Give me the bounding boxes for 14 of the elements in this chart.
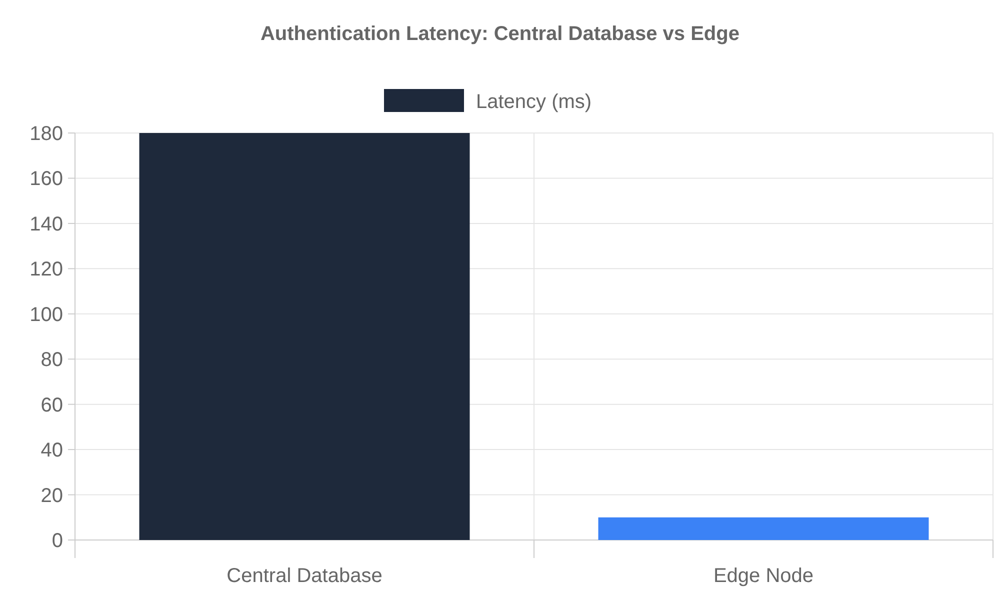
x-tick-label: Central Database	[226, 565, 382, 587]
chart-title: Authentication Latency: Central Database vs Edge	[260, 23, 740, 45]
x-tick-label: Edge Node	[713, 565, 814, 587]
legend-label: Latency (ms)	[476, 91, 592, 113]
y-tick-label: 20	[40, 484, 63, 507]
y-tick-label: 0	[52, 530, 63, 552]
y-tick-label: 120	[30, 258, 63, 281]
y-tick-label: 40	[40, 440, 63, 462]
y-tick-label: 140	[30, 213, 63, 236]
y-tick-label: 160	[30, 168, 63, 190]
y-tick-label: 80	[40, 349, 63, 372]
y-tick-label: 60	[40, 394, 63, 416]
y-tick-label: 100	[30, 304, 63, 326]
y-tick-label: 180	[30, 123, 63, 145]
